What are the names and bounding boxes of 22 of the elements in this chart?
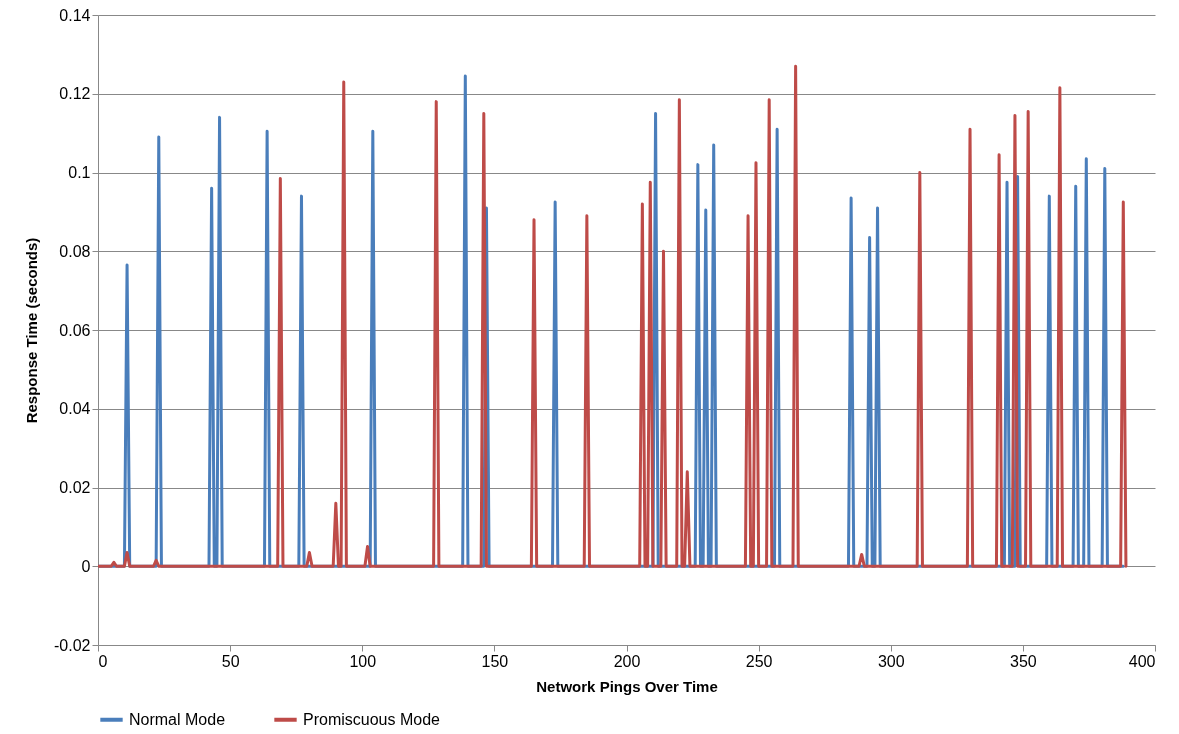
y-axis-title: Response Time (seconds)	[23, 237, 41, 424]
x-tick-label: 250	[745, 652, 773, 670]
y-tick-label: 0.1	[68, 164, 91, 181]
y-tick-label: 0.08	[59, 242, 91, 260]
y-tick-label: 0.12	[59, 85, 91, 103]
y-tick-label: 0	[81, 557, 91, 575]
y-tick-label: 0.04	[59, 400, 91, 418]
x-tick-label: 400	[1128, 652, 1156, 670]
x-tick-label: 300	[877, 652, 905, 670]
x-tick-label: 0	[98, 652, 108, 670]
x-tick-label: 350	[1010, 652, 1037, 670]
x-tick-label: 100	[349, 652, 377, 670]
x-axis-title: Network Pings Over Time	[536, 677, 718, 695]
legend-label: Promiscuous Mode	[303, 710, 441, 728]
x-tick-label: 50	[221, 652, 240, 670]
y-tick-label: 0.14	[59, 6, 91, 24]
y-tick-label: 0.06	[59, 321, 91, 339]
x-tick-label: 150	[481, 652, 509, 670]
y-tick-label: 0.02	[59, 479, 91, 496]
x-tick-label: 200	[613, 652, 641, 670]
legend-label: Normal Mode	[129, 710, 226, 728]
y-tick-label: -0.02	[54, 636, 91, 654]
